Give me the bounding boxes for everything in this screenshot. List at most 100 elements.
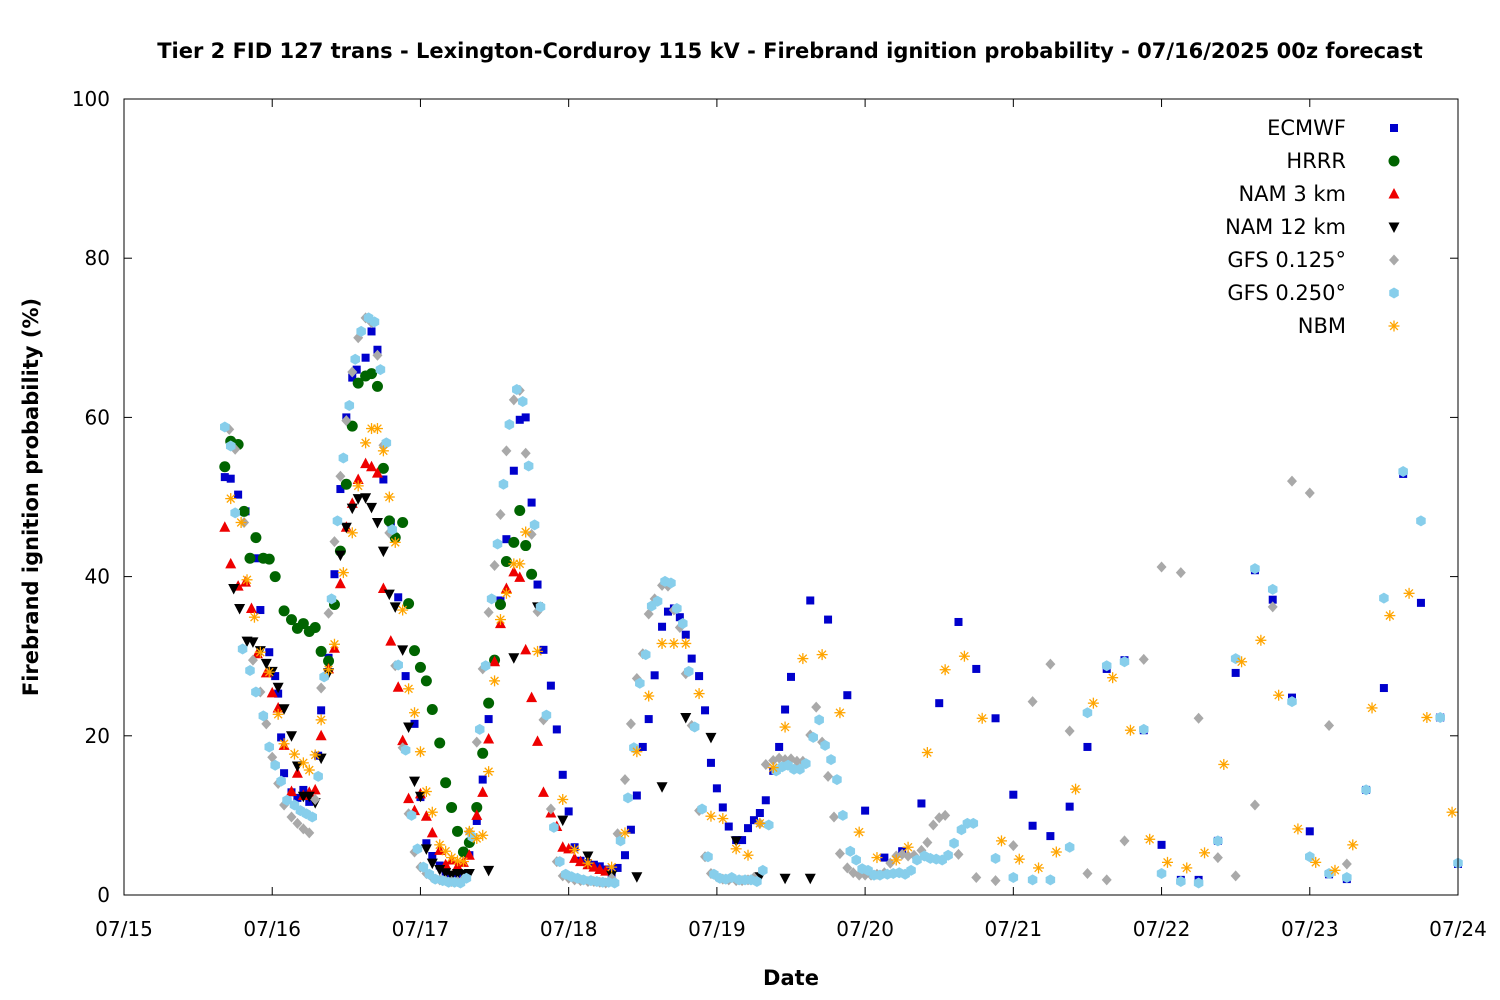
data-point (256, 606, 265, 615)
data-point (1379, 684, 1388, 693)
y-axis: 0 20 40 60 80 100 (72, 87, 1458, 907)
data-point (1273, 689, 1285, 701)
data-point (632, 791, 641, 800)
data-point (251, 686, 261, 698)
data-point (880, 853, 889, 862)
data-point (280, 769, 289, 778)
data-point (990, 852, 1001, 864)
data-point (360, 457, 372, 469)
data-point (529, 519, 540, 531)
data-point (277, 733, 286, 742)
data-point (426, 826, 438, 838)
data-point (332, 515, 343, 527)
data-point (338, 452, 349, 464)
data-point (689, 721, 700, 733)
data-point (463, 869, 475, 880)
data-point (1366, 702, 1378, 714)
x-tick-label: 07/22 (1133, 917, 1191, 941)
data-point (806, 596, 815, 605)
data-point (533, 580, 542, 589)
data-point (619, 774, 630, 786)
data-point (397, 516, 409, 528)
x-axis: 07/15 07/16 07/17 07/18 07/19 07/20 07/21 07/22… (95, 99, 1487, 941)
data-point (922, 836, 933, 848)
data-point (263, 666, 275, 678)
data-point (248, 611, 260, 623)
data-point (718, 803, 727, 812)
data-point (695, 672, 704, 681)
data-point (315, 729, 327, 741)
data-point (1138, 653, 1149, 665)
data-point (315, 714, 327, 726)
data-point (546, 681, 555, 690)
data-point (697, 803, 707, 815)
data-point (372, 349, 383, 361)
data-point (274, 689, 283, 698)
data-point (557, 815, 569, 827)
legend-label: GFS 0.250° (1227, 281, 1346, 305)
data-point (1384, 610, 1396, 622)
data-point (569, 844, 581, 856)
data-point (578, 874, 589, 886)
data-point (310, 793, 321, 805)
data-point (1013, 853, 1025, 865)
data-point (260, 658, 272, 670)
data-point (377, 445, 389, 457)
data-point (250, 532, 262, 544)
data-point (749, 816, 758, 825)
data-point (346, 503, 358, 515)
data-point (409, 776, 421, 788)
data-point (520, 643, 532, 655)
data-point (471, 809, 483, 820)
data-point (1101, 874, 1112, 886)
data-point (1435, 711, 1445, 723)
data-point (535, 601, 546, 613)
x-tick-label: 07/19 (688, 917, 746, 941)
data-point (1347, 839, 1359, 851)
data-point (366, 368, 378, 380)
data-point (291, 767, 303, 778)
data-point (666, 577, 676, 589)
data-point (625, 718, 636, 730)
data-point (328, 638, 340, 650)
data-point (344, 399, 355, 411)
data-point (730, 836, 742, 847)
data-point (631, 872, 643, 883)
legend-marker (1389, 287, 1399, 299)
plot-area (219, 312, 1463, 889)
data-point (326, 593, 337, 605)
data-point (921, 747, 933, 759)
data-point (1193, 877, 1204, 889)
data-point (1213, 835, 1223, 847)
data-point (991, 714, 1000, 723)
data-point (286, 811, 297, 823)
data-point (588, 861, 600, 872)
data-point (520, 526, 532, 538)
data-point (371, 467, 383, 478)
legend-label: NAM 3 km (1238, 182, 1346, 206)
data-point (512, 384, 522, 396)
data-point (811, 701, 822, 713)
data-point (1292, 823, 1304, 835)
data-point (635, 677, 645, 689)
data-point (323, 607, 334, 619)
data-point (1009, 790, 1018, 799)
data-point (990, 875, 1001, 887)
data-point (269, 571, 281, 583)
data-point (956, 824, 967, 836)
data-point (500, 555, 512, 567)
data-point (658, 622, 667, 631)
data-point (814, 714, 824, 726)
data-point (387, 524, 398, 536)
data-point (366, 502, 378, 514)
legend-label: ECMWF (1267, 116, 1346, 140)
data-point (371, 517, 383, 529)
data-point (902, 841, 914, 853)
data-point (220, 473, 229, 482)
data-point (486, 593, 497, 605)
data-point (1144, 833, 1156, 845)
x-axis-label: Date (763, 966, 819, 990)
data-point (235, 516, 247, 528)
data-point (315, 645, 327, 657)
data-point (329, 536, 340, 548)
